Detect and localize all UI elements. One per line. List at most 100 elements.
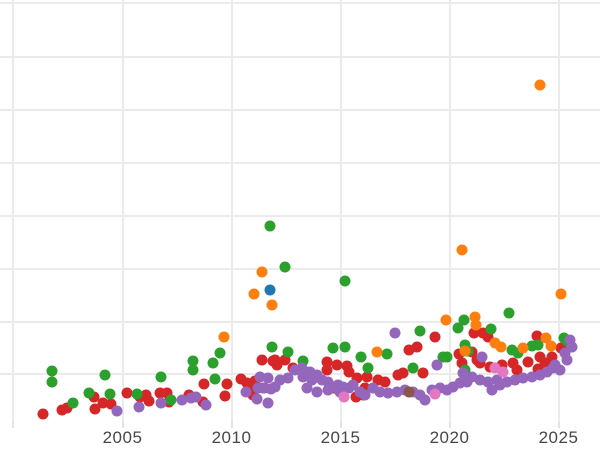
data-point-red [456, 357, 468, 369]
data-point-purple [476, 351, 488, 363]
data-point-red [496, 359, 508, 371]
x-axis-tick [230, 422, 233, 428]
data-point-red [321, 364, 333, 376]
data-point-purple [549, 359, 561, 371]
data-point-red [256, 354, 268, 366]
data-point-green [155, 371, 167, 383]
data-point-purple [466, 371, 478, 383]
vertical-gridline [339, 0, 342, 422]
data-point-red [429, 331, 441, 343]
data-point-green [187, 355, 199, 367]
data-point-red [417, 367, 429, 379]
data-point-orange [266, 299, 278, 311]
data-point-red [341, 360, 353, 372]
x-tick-label: 2020 [429, 428, 470, 447]
data-point-purple [289, 364, 301, 376]
data-point-purple [240, 386, 252, 398]
data-point-purple [322, 376, 334, 388]
data-point-red [531, 330, 543, 342]
data-point-pink [497, 366, 509, 378]
data-point-purple [561, 354, 573, 366]
data-point-purple [155, 397, 167, 409]
data-point-purple [494, 379, 506, 391]
data-point-purple [382, 387, 394, 399]
x-tick-label: 2015 [320, 428, 361, 447]
data-point-purple [559, 347, 571, 359]
data-point-purple [441, 384, 453, 396]
data-point-blue [264, 284, 276, 296]
data-point-red [350, 391, 362, 403]
data-point-green [452, 322, 464, 334]
data-point-green [506, 344, 518, 356]
data-point-red [161, 387, 173, 399]
data-point-green [99, 369, 111, 381]
data-point-purple [297, 371, 309, 383]
data-point-red [271, 359, 283, 371]
data-point-orange [440, 314, 452, 326]
data-point-green [104, 388, 116, 400]
data-point-green [512, 347, 524, 359]
data-point-red [89, 403, 101, 415]
data-point-red [534, 351, 546, 363]
data-point-green [165, 394, 177, 406]
horizontal-gridline [0, 56, 600, 58]
data-point-red [482, 331, 494, 343]
data-point-purple [374, 386, 386, 398]
data-point-red [522, 356, 534, 368]
data-point-orange [248, 288, 260, 300]
data-point-red [249, 375, 261, 387]
data-point-purple [347, 379, 359, 391]
data-point-green [266, 341, 278, 353]
data-point-purple [482, 376, 494, 388]
data-point-red [241, 377, 253, 389]
data-point-red [37, 408, 49, 420]
data-point-green [46, 365, 58, 377]
data-point-purple [509, 374, 521, 386]
data-point-purple [133, 401, 145, 413]
horizontal-gridline [0, 162, 600, 164]
data-point-orange [555, 288, 567, 300]
data-point-purple [367, 382, 379, 394]
x-tick-label: 2005 [102, 428, 143, 447]
data-point-green [503, 307, 515, 319]
data-point-green [83, 387, 95, 399]
data-point-orange [517, 342, 529, 354]
data-point-red [474, 357, 486, 369]
data-point-green [485, 323, 497, 335]
vertical-gridline [121, 0, 124, 422]
data-point-purple [200, 399, 212, 411]
horizontal-gridline [0, 2, 600, 4]
horizontal-gridline [0, 215, 600, 217]
data-point-green [355, 351, 367, 363]
data-point-red [121, 387, 133, 399]
data-point-purple [534, 369, 546, 381]
data-point-red [453, 348, 465, 360]
data-point-purple [457, 367, 469, 379]
data-point-red [88, 391, 100, 403]
data-point-purple [431, 359, 443, 371]
data-point-red [219, 390, 231, 402]
data-point-purple [269, 381, 281, 393]
data-point-red [235, 373, 247, 385]
data-point-orange [469, 311, 481, 323]
data-point-red [539, 357, 551, 369]
data-point-purple [447, 381, 459, 393]
data-point-purple [337, 381, 349, 393]
data-point-purple [274, 374, 286, 386]
data-point-purple [564, 334, 576, 346]
data-point-red [511, 364, 523, 376]
data-point-green [282, 346, 294, 358]
data-point-green [532, 339, 544, 351]
data-point-orange [489, 337, 501, 349]
data-point-purple [262, 397, 274, 409]
x-axis-tick [339, 422, 342, 428]
data-point-green [339, 275, 351, 287]
data-point-pink [338, 391, 350, 403]
data-point-red [331, 359, 343, 371]
data-point-red [351, 372, 363, 384]
data-point-orange [495, 341, 507, 353]
data-point-orange [456, 244, 468, 256]
data-point-purple [486, 384, 498, 396]
data-point-green [339, 341, 351, 353]
